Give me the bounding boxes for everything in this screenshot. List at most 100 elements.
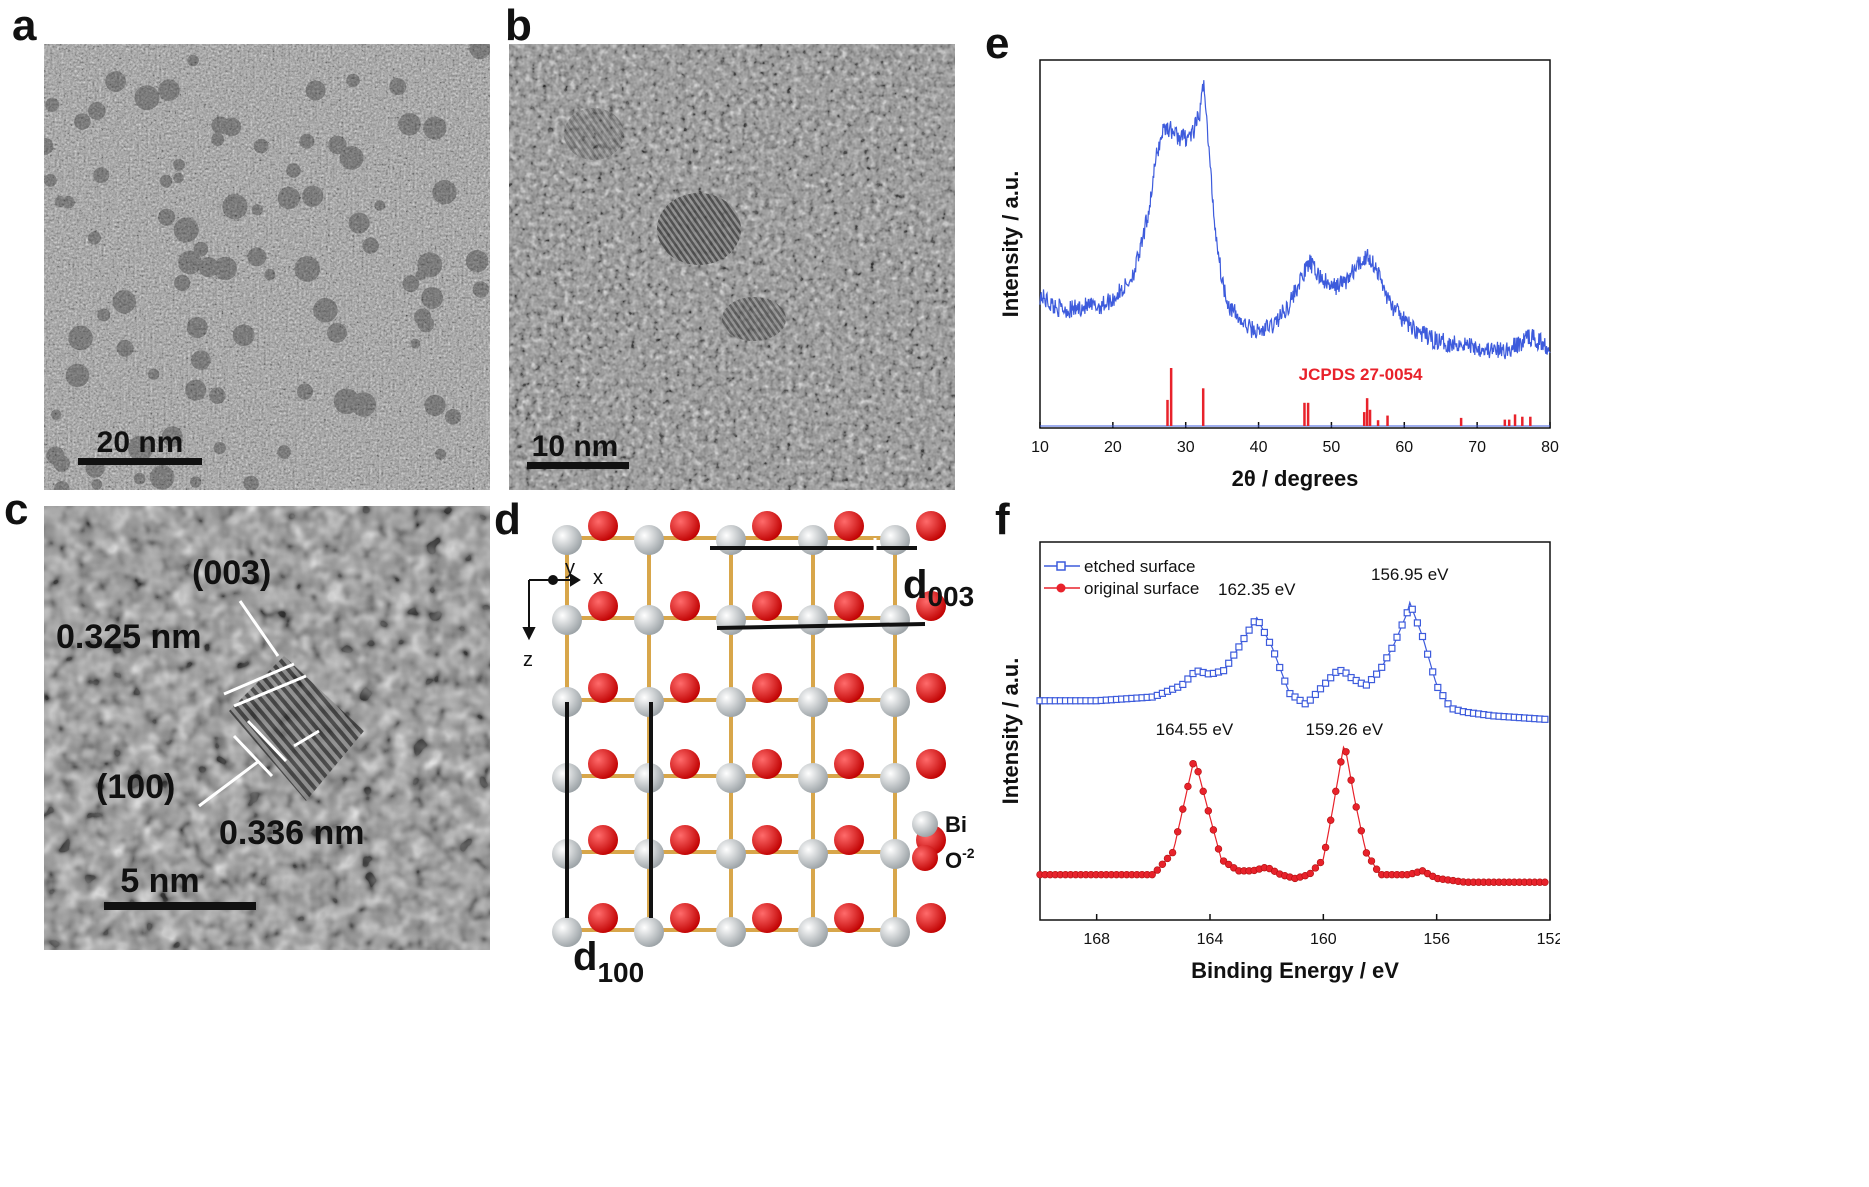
nanoparticle <box>253 138 269 154</box>
bi-atom <box>798 917 828 947</box>
data-point <box>1260 628 1268 637</box>
bi-atom <box>716 839 746 869</box>
data-point <box>1163 854 1172 863</box>
x-tick-label: 10 <box>1031 439 1049 456</box>
scale-bar <box>78 458 202 465</box>
data-point <box>1209 826 1218 834</box>
legend-marker <box>1056 583 1066 593</box>
o-atom <box>834 749 864 779</box>
bi-atom <box>716 917 746 947</box>
nanoparticle <box>112 290 136 314</box>
nanoparticle <box>44 137 54 155</box>
data-point <box>1219 857 1228 865</box>
plane-003-label: (003) <box>192 554 271 592</box>
legend-o-atom <box>912 845 938 871</box>
nanoparticle <box>209 387 226 404</box>
data-point <box>1199 787 1207 796</box>
data-point <box>1179 680 1187 689</box>
nanoparticle <box>417 252 443 278</box>
o-atom <box>752 511 782 541</box>
nanoparticle <box>105 71 126 92</box>
panel-b-label: b <box>505 1 532 50</box>
data-point <box>1158 860 1167 868</box>
data-point <box>1418 632 1427 641</box>
nanoparticle <box>333 388 360 415</box>
data-point <box>1362 849 1371 857</box>
scale-bar <box>104 902 256 910</box>
nanoparticle <box>328 135 347 155</box>
data-point <box>1327 816 1335 824</box>
data-point <box>1321 843 1330 852</box>
o-atom <box>588 903 618 933</box>
data-point <box>1373 670 1381 678</box>
data-point <box>1255 618 1263 627</box>
nanoparticle <box>346 73 360 88</box>
bi-atom <box>880 917 910 947</box>
data-point <box>1378 663 1386 671</box>
data-point <box>1148 870 1156 879</box>
data-point <box>1347 776 1355 784</box>
nanoparticle <box>65 363 90 388</box>
data-point <box>1225 860 1233 869</box>
plot-frame <box>1039 59 1551 429</box>
nanoparticle <box>62 195 75 209</box>
nanoparticle <box>232 324 255 347</box>
o-atom <box>670 825 700 855</box>
nanoparticle <box>54 196 66 208</box>
data-point <box>1189 760 1197 768</box>
nanoparticle <box>410 338 421 349</box>
data-point <box>1194 767 1202 776</box>
data-point <box>1225 659 1233 667</box>
reference-label: JCPDS 27-0054 <box>1299 365 1423 384</box>
data-point <box>1383 654 1391 662</box>
nanoparticle <box>173 217 199 243</box>
data-point <box>1444 700 1452 708</box>
bi-atom <box>880 605 910 635</box>
nanoparticle <box>54 481 70 490</box>
xrd-chart-e: 10 20 30 40 50 60 70 80 2θ / degrees Intensity / … <box>980 40 1869 510</box>
data-point <box>1372 865 1381 873</box>
tem-image-a: 20 nm <box>44 44 490 490</box>
series-line <box>1040 745 1548 883</box>
bi-atom <box>634 605 664 635</box>
o-atom <box>916 591 946 621</box>
nanoparticle <box>148 368 160 380</box>
nanoparticle <box>173 172 184 184</box>
d003-label: d003 <box>903 563 974 612</box>
nanoparticle <box>277 186 301 210</box>
nanoparticle <box>116 339 134 357</box>
bi-atom <box>880 763 910 793</box>
bi-atom <box>798 763 828 793</box>
nanoparticle <box>432 180 457 205</box>
data-point <box>1408 605 1416 613</box>
x-tick-label: 156 <box>1423 931 1450 948</box>
legend-label: original surface <box>1084 579 1199 598</box>
data-point <box>1413 619 1421 627</box>
nanoparticle <box>133 472 146 485</box>
nanoparticle <box>186 317 208 339</box>
data-point <box>1316 685 1325 693</box>
data-point <box>1439 692 1447 700</box>
bi-atom <box>716 763 746 793</box>
nanoparticle <box>362 237 379 254</box>
bi-atom <box>552 605 582 635</box>
bi-atom <box>798 605 828 635</box>
nanoparticle <box>45 97 60 112</box>
o-atom <box>916 511 946 541</box>
nanoparticle <box>88 102 106 120</box>
axis-y-label: y <box>565 557 575 579</box>
xps-series-2 <box>1036 745 1549 886</box>
data-point <box>1541 878 1549 886</box>
hrtem-image-c: (003) 0.325 nm (100) 0.336 nm 5 nm <box>44 506 490 950</box>
nanoparticle <box>74 113 91 130</box>
bi-atom <box>880 525 910 555</box>
o-atom <box>916 673 946 703</box>
axis-x-label: x <box>593 567 603 589</box>
x-tick-label: 152 <box>1537 931 1560 948</box>
peak-annotation: 164.55 eV <box>1156 720 1234 739</box>
nanoparticle <box>211 132 225 146</box>
nanoparticle <box>313 297 338 323</box>
y-axis-label: Intensity / a.u. <box>998 658 1023 805</box>
legend-bi-label: Bi <box>945 812 967 837</box>
data-point <box>1306 696 1314 704</box>
